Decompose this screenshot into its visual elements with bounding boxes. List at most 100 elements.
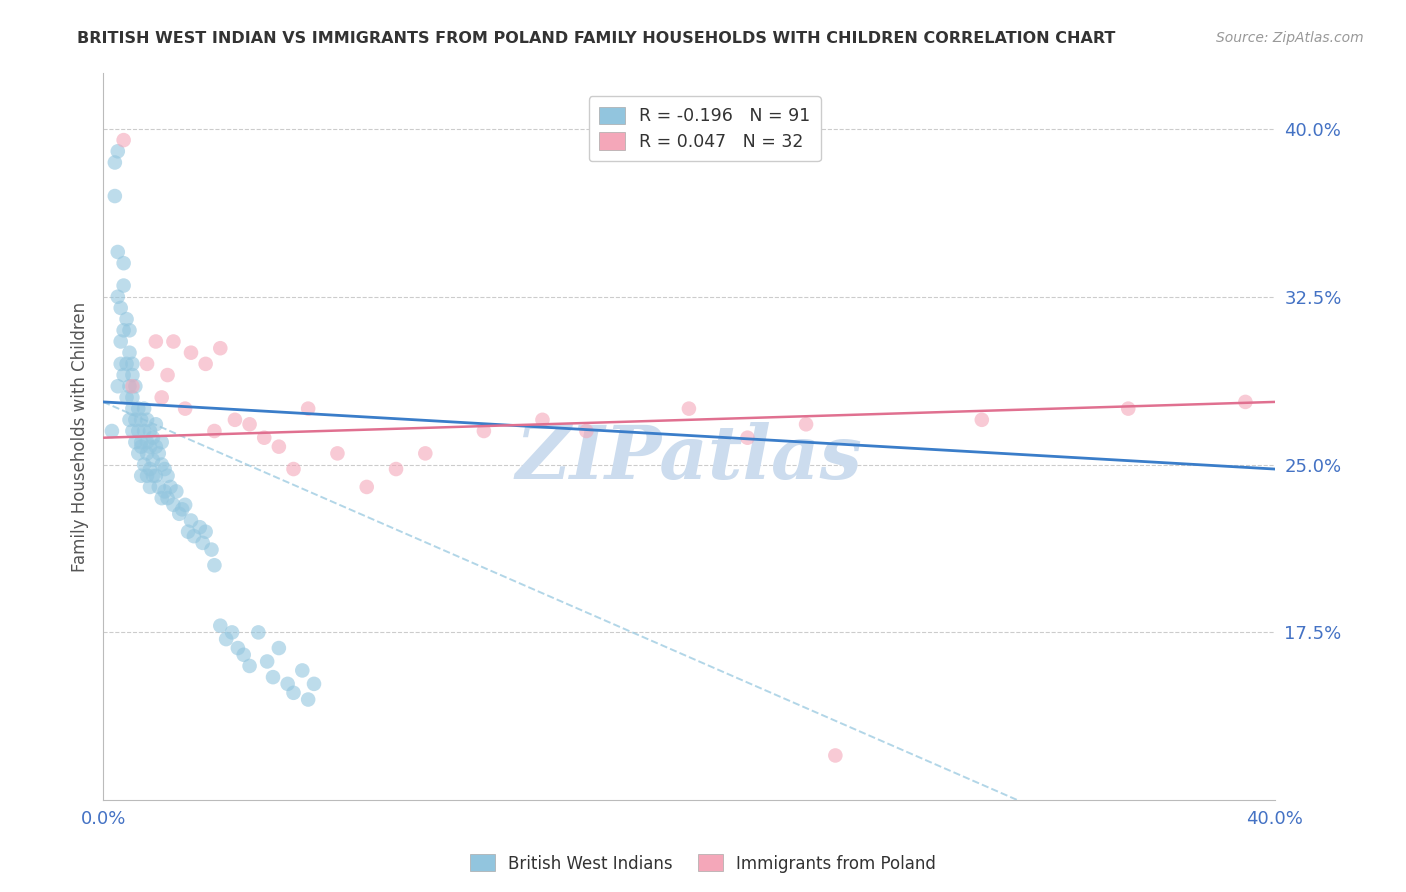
- Point: [127, 424, 149, 438]
- Point: [134, 401, 156, 416]
- Text: BRITISH WEST INDIAN VS IMMIGRANTS FROM POLAND FAMILY HOUSEHOLDS WITH CHILDREN CO: BRITISH WEST INDIAN VS IMMIGRANTS FROM P…: [77, 31, 1116, 46]
- Point: [124, 435, 146, 450]
- Point: [142, 431, 165, 445]
- Point: [121, 357, 143, 371]
- Point: [129, 435, 152, 450]
- Point: [107, 290, 129, 304]
- Point: [162, 498, 184, 512]
- Point: [232, 648, 254, 662]
- Point: [1116, 401, 1139, 416]
- Point: [194, 524, 217, 539]
- Point: [150, 458, 173, 472]
- Point: [169, 507, 191, 521]
- Point: [124, 379, 146, 393]
- Point: [104, 189, 127, 203]
- Point: [127, 446, 149, 460]
- Point: [115, 391, 138, 405]
- Point: [112, 278, 135, 293]
- Point: [678, 401, 700, 416]
- Point: [239, 659, 262, 673]
- Text: ZIPatlas: ZIPatlas: [516, 422, 862, 495]
- Point: [121, 424, 143, 438]
- Point: [262, 670, 284, 684]
- Point: [118, 413, 141, 427]
- Point: [177, 524, 200, 539]
- Point: [153, 484, 176, 499]
- Point: [283, 686, 305, 700]
- Point: [145, 440, 167, 454]
- Point: [136, 357, 159, 371]
- Point: [104, 155, 127, 169]
- Point: [174, 498, 197, 512]
- Point: [107, 145, 129, 159]
- Point: [121, 379, 143, 393]
- Point: [224, 413, 246, 427]
- Point: [200, 542, 222, 557]
- Point: [297, 401, 319, 416]
- Point: [215, 632, 238, 646]
- Point: [107, 379, 129, 393]
- Point: [139, 424, 162, 438]
- Point: [145, 417, 167, 432]
- Point: [253, 431, 276, 445]
- Point: [110, 357, 132, 371]
- Point: [172, 502, 194, 516]
- Point: [183, 529, 205, 543]
- Point: [970, 413, 993, 427]
- Point: [226, 641, 249, 656]
- Point: [121, 368, 143, 382]
- Point: [165, 484, 187, 499]
- Point: [112, 256, 135, 270]
- Point: [134, 458, 156, 472]
- Point: [180, 514, 202, 528]
- Point: [575, 424, 598, 438]
- Point: [139, 462, 162, 476]
- Point: [112, 133, 135, 147]
- Point: [136, 413, 159, 427]
- Y-axis label: Family Households with Children: Family Households with Children: [72, 301, 89, 572]
- Point: [148, 446, 170, 460]
- Point: [129, 413, 152, 427]
- Point: [124, 413, 146, 427]
- Point: [142, 453, 165, 467]
- Point: [531, 413, 554, 427]
- Point: [145, 468, 167, 483]
- Point: [1234, 395, 1257, 409]
- Point: [204, 424, 226, 438]
- Point: [194, 357, 217, 371]
- Point: [209, 341, 232, 355]
- Point: [145, 334, 167, 349]
- Point: [129, 440, 152, 454]
- Point: [150, 391, 173, 405]
- Point: [153, 462, 176, 476]
- Point: [162, 334, 184, 349]
- Point: [737, 431, 759, 445]
- Point: [115, 312, 138, 326]
- Point: [142, 468, 165, 483]
- Point: [794, 417, 817, 432]
- Point: [112, 368, 135, 382]
- Point: [180, 345, 202, 359]
- Point: [191, 536, 214, 550]
- Point: [209, 618, 232, 632]
- Point: [127, 401, 149, 416]
- Point: [107, 245, 129, 260]
- Point: [239, 417, 262, 432]
- Point: [472, 424, 495, 438]
- Point: [101, 424, 124, 438]
- Point: [115, 357, 138, 371]
- Point: [297, 692, 319, 706]
- Point: [110, 334, 132, 349]
- Point: [302, 677, 325, 691]
- Point: [150, 491, 173, 505]
- Point: [267, 641, 290, 656]
- Point: [256, 655, 278, 669]
- Point: [118, 345, 141, 359]
- Point: [221, 625, 243, 640]
- Point: [356, 480, 378, 494]
- Point: [824, 748, 846, 763]
- Point: [136, 435, 159, 450]
- Point: [291, 664, 314, 678]
- Point: [247, 625, 270, 640]
- Point: [156, 368, 179, 382]
